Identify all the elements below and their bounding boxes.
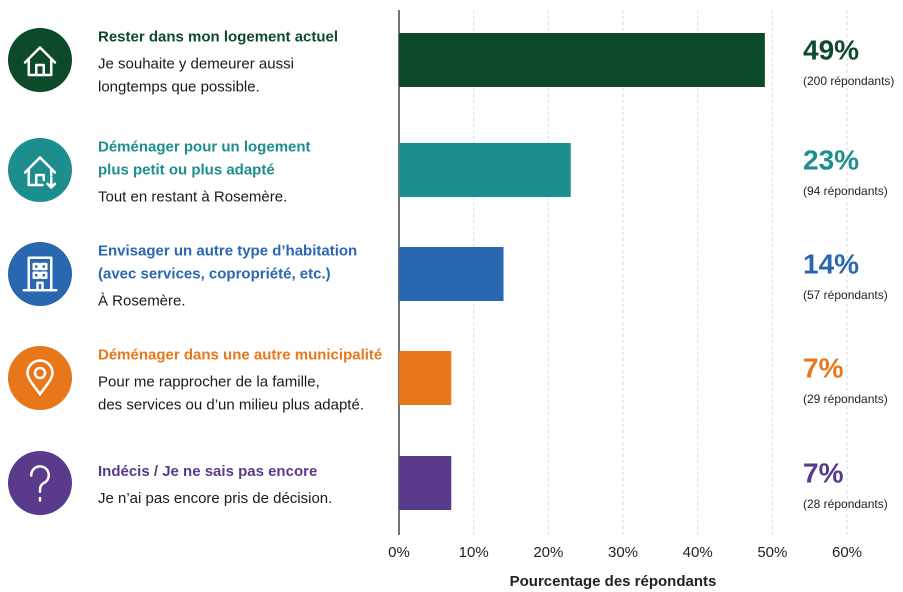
x-tick-label: 20%: [533, 544, 563, 561]
category-block: Déménager dans une autre municipalité Pou…: [98, 344, 398, 417]
x-tick-label: 30%: [608, 544, 638, 561]
respondent-label: (28 répondants): [803, 497, 888, 511]
respondent-label: (29 répondants): [803, 392, 888, 406]
category-block: Rester dans mon logement actuel Je souhai…: [98, 26, 398, 99]
icon-circle: [8, 138, 72, 202]
icon: [29, 465, 50, 502]
bar: [399, 143, 571, 197]
value-label: 23%: [803, 144, 859, 175]
category-description: Je n’ai pas encore pris de décision.: [98, 490, 333, 507]
respondent-label: (57 répondants): [803, 288, 888, 302]
category-title: Rester dans mon logement actuel: [98, 28, 339, 46]
icon: [26, 359, 54, 396]
category-description: Pour me rapprocher de la famille, des se…: [98, 373, 364, 414]
bar: [399, 351, 452, 405]
category-description: À Rosemère.: [98, 292, 186, 310]
x-tick-label: 40%: [683, 544, 713, 561]
x-axis-label: Pourcentage des répondants: [510, 573, 717, 590]
x-tick-label: 60%: [832, 544, 862, 561]
icon: [22, 256, 58, 292]
value-label: 14%: [803, 248, 859, 279]
category-description: Je souhaite y demeurer aussi longtemps q…: [98, 55, 294, 96]
value-label: 49%: [803, 34, 859, 65]
category-description: Tout en restant à Rosemère.: [98, 188, 288, 206]
respondent-label: (94 répondants): [803, 184, 888, 198]
value-label: 7%: [803, 457, 844, 488]
icon-circle: [8, 28, 72, 92]
category-title: Déménager pour un logement plus petit ou…: [98, 138, 311, 179]
bar: [399, 33, 765, 87]
icon: [23, 156, 57, 189]
category-block: Indécis / Je ne sais pas encore Je n’ai p…: [98, 460, 398, 510]
icon: [23, 46, 57, 77]
bar: [399, 247, 504, 301]
category-title: Déménager dans une autre municipalité: [98, 346, 383, 364]
value-label: 7%: [803, 352, 844, 383]
x-tick-label: 0%: [388, 544, 410, 561]
icon-circle: [8, 451, 72, 515]
x-tick-label: 10%: [459, 544, 489, 561]
category-title: Indécis / Je ne sais pas encore: [98, 463, 318, 480]
category-block: Déménager pour un logement plus petit ou…: [98, 136, 398, 209]
respondent-label: (200 répondants): [803, 74, 894, 88]
x-tick-label: 50%: [757, 544, 787, 561]
category-title: Envisager un autre type d’habitation (av…: [98, 242, 358, 283]
bar: [399, 456, 452, 510]
category-block: Envisager un autre type d’habitation (av…: [98, 240, 398, 313]
